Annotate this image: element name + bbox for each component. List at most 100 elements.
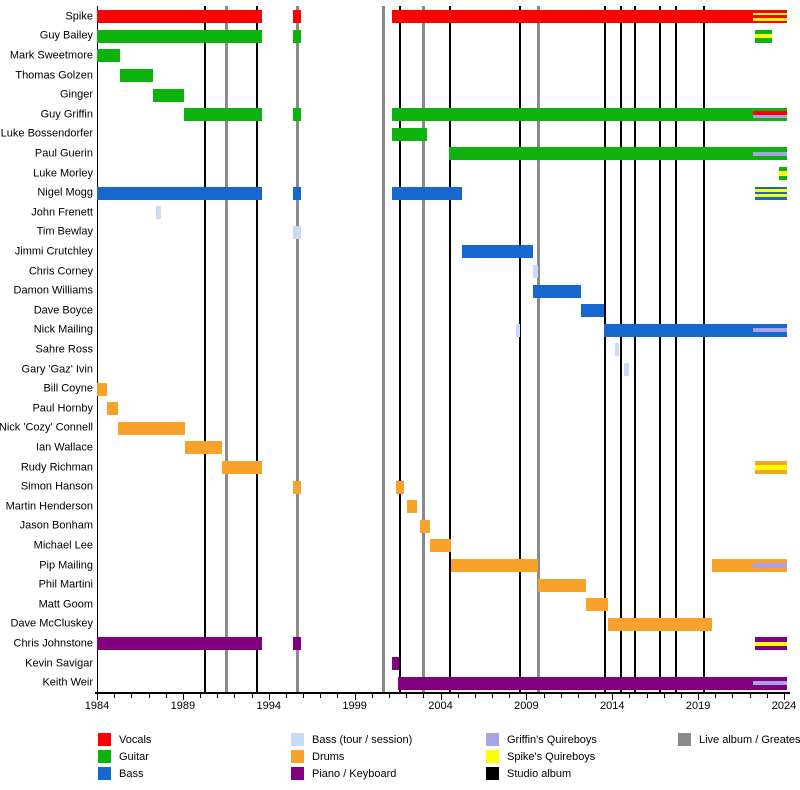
- bar-stripe: [778, 175, 788, 180]
- timeline-bar: [97, 382, 108, 396]
- bar-stripe: [754, 194, 788, 197]
- axis-tick: [234, 694, 236, 698]
- bar-stripe: [450, 559, 539, 572]
- bar-stripe: [118, 421, 185, 435]
- timeline-bar: [183, 108, 262, 122]
- bar-stripe: [778, 171, 788, 176]
- axis-tick: [251, 694, 253, 698]
- timeline-bar: [395, 480, 405, 494]
- axis-tick: [680, 694, 682, 698]
- bar-stripe: [754, 186, 788, 190]
- timeline-bar: [97, 29, 262, 43]
- axis-tick: [457, 694, 459, 698]
- member-label: Chris Johnstone: [13, 637, 94, 650]
- axis-tick: [148, 694, 150, 698]
- member-label: Paul Guerin: [34, 147, 93, 160]
- bar-stripe: [97, 10, 262, 24]
- member-label: Thomas Golzen: [15, 69, 93, 81]
- timeline-bar: [391, 186, 462, 200]
- timeline-bar: [97, 186, 262, 200]
- bar-stripe: [754, 469, 788, 474]
- bar-stripe: [754, 641, 788, 647]
- bar-stripe: [753, 680, 788, 686]
- timeline-bar: [221, 461, 262, 474]
- album-line-studio: [703, 6, 706, 692]
- timeline-bar: [419, 519, 431, 533]
- timeline-bar: [581, 304, 604, 318]
- member-label: Guy Bailey: [39, 29, 93, 42]
- legend-label: Vocals: [119, 734, 152, 746]
- album-line-studio: [633, 6, 636, 692]
- legend-swatch: [486, 750, 499, 763]
- member-label: Jimmi Crutchley: [14, 245, 93, 258]
- bar-stripe: [293, 29, 302, 43]
- timeline-bar: [391, 108, 754, 122]
- bar-stripe: [461, 245, 534, 259]
- member-label: Paul Hornby: [32, 402, 93, 415]
- axis-tick: [509, 694, 511, 698]
- bar-stripe: [430, 539, 451, 553]
- axis-tick: [595, 694, 597, 698]
- timeline-bar: [107, 402, 119, 416]
- bar-stripe: [753, 20, 788, 24]
- bar-stripe: [581, 304, 604, 318]
- axis-tick: [131, 694, 133, 698]
- bar-stripe: [754, 646, 788, 651]
- member-label: Michael Lee: [33, 539, 93, 552]
- member-label: Gary 'Gaz' Ivin: [21, 363, 93, 375]
- axis-tick-label: 2019: [685, 700, 711, 712]
- bar-stripe: [397, 676, 754, 690]
- timeline-bar: [97, 10, 262, 24]
- timeline-bar: [397, 676, 754, 690]
- bar-stripe: [754, 189, 788, 192]
- legend-swatch: [98, 750, 111, 763]
- bar-stripe: [97, 29, 262, 43]
- album-line-live-greatest-hits: [536, 6, 540, 692]
- bar-stripe: [753, 567, 788, 572]
- bar-stripe: [754, 34, 772, 39]
- axis-tick-label: 1984: [84, 700, 110, 712]
- timeline-bar: [293, 637, 302, 651]
- axis-tick: [320, 694, 322, 698]
- timeline-bar: [118, 421, 185, 435]
- timeline-bar: [293, 480, 302, 494]
- bar-stripe: [753, 10, 788, 13]
- timeline-bar: [516, 323, 521, 337]
- bar-stripe: [585, 598, 608, 612]
- axis-tick: [612, 694, 614, 700]
- bar-stripe: [293, 637, 302, 651]
- bar-stripe: [156, 206, 161, 220]
- member-label: Dave McCluskey: [10, 617, 93, 630]
- timeline-bar: [391, 10, 754, 24]
- axis-tick: [285, 694, 287, 698]
- axis-tick: [560, 694, 562, 698]
- bar-stripe: [533, 284, 582, 298]
- axis-tick: [629, 694, 631, 698]
- member-label: Ginger: [59, 88, 93, 101]
- axis-tick: [371, 694, 373, 698]
- legend-label: Live album / Greatest Hits: [699, 734, 800, 746]
- timeline-bar: [391, 657, 400, 670]
- album-line-live-greatest-hits: [382, 6, 386, 692]
- bar-stripe: [624, 363, 629, 376]
- bar-stripe: [753, 685, 788, 690]
- member-label: Simon Hanson: [20, 480, 93, 493]
- timeline-bar: [585, 598, 608, 612]
- bar-stripe: [754, 191, 788, 195]
- timeline-bar: [603, 323, 754, 337]
- bar-stripe: [754, 196, 788, 200]
- legend-swatch: [98, 767, 111, 780]
- album-line-studio: [674, 6, 677, 692]
- member-label: Guy Griffin: [40, 108, 93, 121]
- bar-stripe: [293, 10, 302, 24]
- timeline-bar: [753, 147, 788, 161]
- axis-tick: [268, 694, 270, 700]
- axis-tick: [715, 694, 717, 698]
- album-line-live-greatest-hits: [295, 6, 299, 692]
- bar-stripe: [538, 578, 586, 592]
- timeline-bar: [97, 49, 121, 63]
- bar-stripe: [391, 657, 400, 670]
- timeline-bar: [184, 441, 222, 455]
- bar-stripe: [391, 10, 754, 24]
